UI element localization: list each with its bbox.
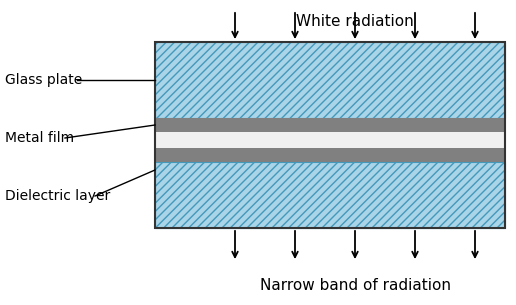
- Text: Metal film: Metal film: [5, 131, 74, 145]
- Text: Dielectric layer: Dielectric layer: [5, 189, 110, 203]
- Bar: [155, 162, 505, 228]
- Bar: [155, 148, 505, 162]
- Bar: [155, 42, 505, 118]
- Text: Glass plate: Glass plate: [5, 73, 82, 87]
- Text: Narrow band of radiation: Narrow band of radiation: [260, 278, 450, 293]
- Bar: [155, 162, 505, 228]
- Bar: [155, 132, 505, 148]
- Text: White radiation: White radiation: [296, 14, 414, 29]
- Bar: [155, 42, 505, 118]
- Bar: [155, 118, 505, 132]
- Bar: [155, 42, 505, 228]
